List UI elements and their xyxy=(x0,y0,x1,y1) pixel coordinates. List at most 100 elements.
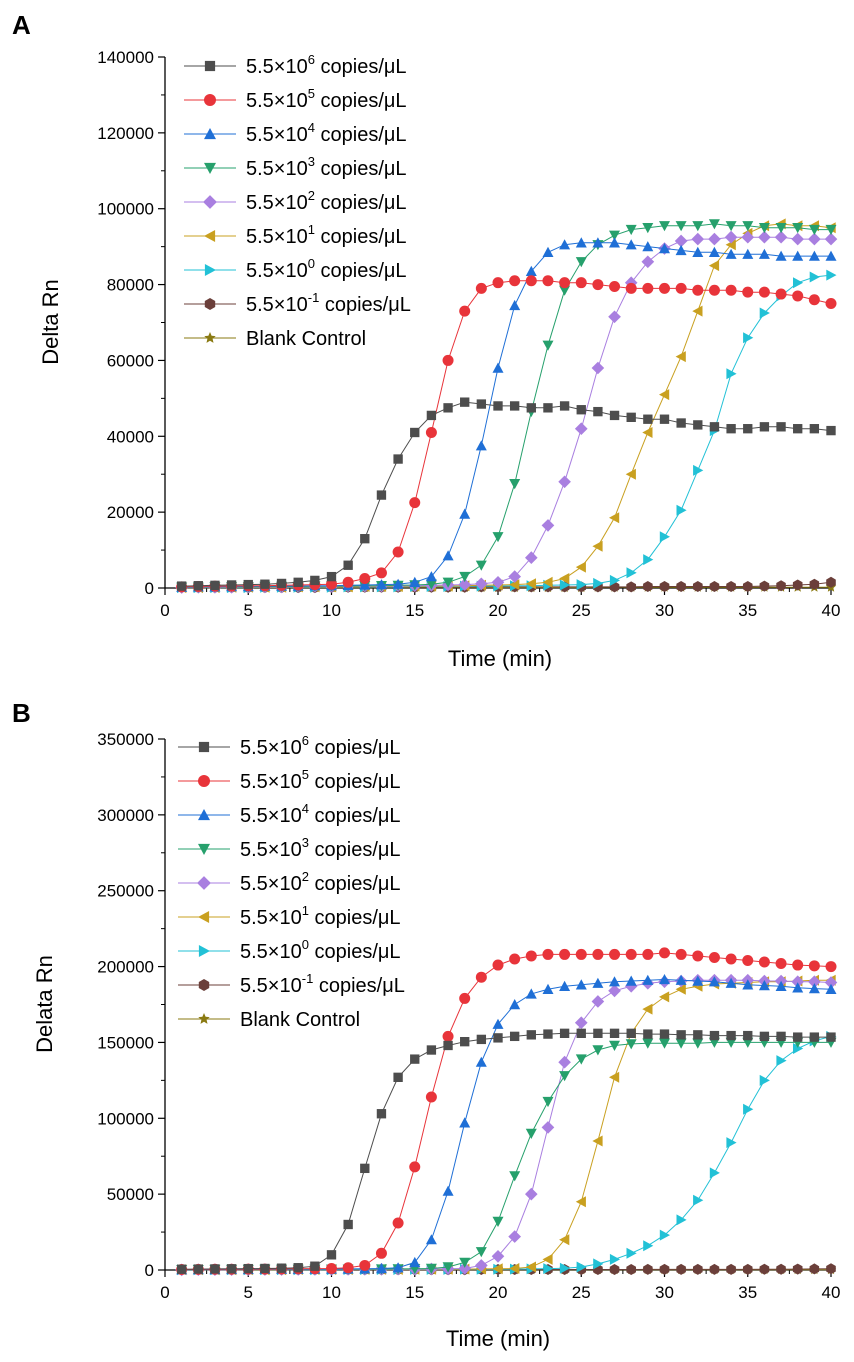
data-point xyxy=(542,983,554,994)
data-point xyxy=(376,490,387,500)
data-point xyxy=(775,980,787,991)
data-point xyxy=(726,368,737,380)
data-point xyxy=(826,425,836,436)
legend-item: 5.5×10-1 copies/μL xyxy=(178,971,405,997)
data-point xyxy=(759,580,770,592)
panel-label: B xyxy=(12,698,31,728)
data-point xyxy=(708,246,720,257)
data-point xyxy=(475,971,487,983)
data-point xyxy=(458,578,471,591)
y-axis-title: Delta Rn xyxy=(38,279,63,365)
data-point xyxy=(609,230,620,241)
data-point xyxy=(676,504,687,516)
data-point xyxy=(276,578,287,589)
data-point xyxy=(491,1250,505,1263)
legend-label: 5.5×101 copies/μL xyxy=(246,222,407,248)
legend-exponent: 4 xyxy=(308,120,315,135)
data-point xyxy=(509,275,521,287)
data-point xyxy=(542,246,554,257)
data-point xyxy=(475,1247,487,1258)
data-point xyxy=(193,1264,203,1274)
data-point xyxy=(809,1032,820,1042)
data-point xyxy=(808,294,820,306)
data-point xyxy=(776,1055,787,1067)
data-point xyxy=(592,1135,603,1147)
series-1 xyxy=(176,1028,836,1274)
data-point xyxy=(608,984,621,998)
data-point xyxy=(409,576,421,587)
data-point xyxy=(759,1263,770,1275)
y-tick-label: 140000 xyxy=(97,48,154,67)
data-point xyxy=(475,1259,488,1272)
data-point xyxy=(575,561,586,573)
legend-item: 5.5×106 copies/μL xyxy=(184,52,407,78)
data-point xyxy=(626,1028,636,1039)
data-point xyxy=(508,1230,521,1243)
data-point xyxy=(626,1264,636,1275)
data-point xyxy=(559,1234,570,1246)
legend-exponent: 3 xyxy=(302,835,309,850)
legend-base: 5.5×10 xyxy=(240,771,302,793)
data-point xyxy=(743,581,753,592)
legend-unit: copies/μL xyxy=(315,226,407,248)
data-point xyxy=(642,974,654,985)
data-point xyxy=(559,1262,571,1274)
legend-item: 5.5×100 copies/μL xyxy=(184,256,407,282)
data-point xyxy=(509,1263,520,1274)
data-point xyxy=(808,975,821,989)
data-point xyxy=(759,422,770,432)
data-point xyxy=(376,1263,387,1274)
legend-item: 5.5×103 copies/μL xyxy=(184,154,407,180)
data-point xyxy=(725,953,737,965)
data-point xyxy=(709,1263,720,1275)
data-point xyxy=(743,332,754,344)
data-point xyxy=(809,1263,820,1275)
data-point xyxy=(659,947,670,959)
x-tick-label: 5 xyxy=(244,1283,253,1302)
data-point xyxy=(643,1240,654,1252)
y-tick-label: 80000 xyxy=(107,276,154,295)
legend-base: 5.5×10 xyxy=(240,907,302,929)
data-point xyxy=(326,1250,337,1260)
data-point xyxy=(809,424,820,434)
data-point xyxy=(708,284,720,296)
data-point xyxy=(492,1263,503,1275)
data-point xyxy=(509,1171,521,1182)
legend-base: Blank Control xyxy=(240,1009,360,1031)
data-point xyxy=(659,974,670,985)
data-point xyxy=(460,397,470,407)
data-point xyxy=(709,422,720,432)
data-point xyxy=(724,230,738,244)
data-point xyxy=(809,578,820,590)
data-point xyxy=(693,464,704,476)
x-tick-label: 25 xyxy=(572,601,591,620)
data-point xyxy=(609,1253,620,1265)
legend-label: 5.5×103 copies/μL xyxy=(240,835,401,861)
data-point xyxy=(659,389,670,401)
data-point xyxy=(625,224,637,236)
legend-exponent: 0 xyxy=(308,256,315,271)
legend-base: 5.5×10 xyxy=(246,260,308,282)
data-point xyxy=(693,1194,704,1206)
legend-marker xyxy=(204,230,216,242)
series-line xyxy=(181,401,832,587)
legend-marker xyxy=(204,332,216,343)
data-point xyxy=(393,454,403,464)
y-axis-title: Delata Rn xyxy=(32,955,57,1053)
legend-unit: copies/μL xyxy=(309,771,401,793)
legend-unit: copies/μL xyxy=(315,124,407,146)
legend-item: 5.5×102 copies/μL xyxy=(184,188,407,214)
data-point xyxy=(326,1262,337,1274)
data-point xyxy=(758,980,770,991)
legend-label: 5.5×100 copies/μL xyxy=(246,256,407,282)
data-point xyxy=(808,960,820,972)
data-point xyxy=(392,578,404,589)
data-point xyxy=(592,237,604,248)
data-point xyxy=(593,406,603,417)
data-point xyxy=(459,571,471,583)
x-tick-label: 35 xyxy=(738,1283,757,1302)
series-line xyxy=(181,952,832,1270)
data-point xyxy=(592,948,604,960)
data-point xyxy=(609,1264,620,1275)
legend-marker xyxy=(203,195,217,209)
